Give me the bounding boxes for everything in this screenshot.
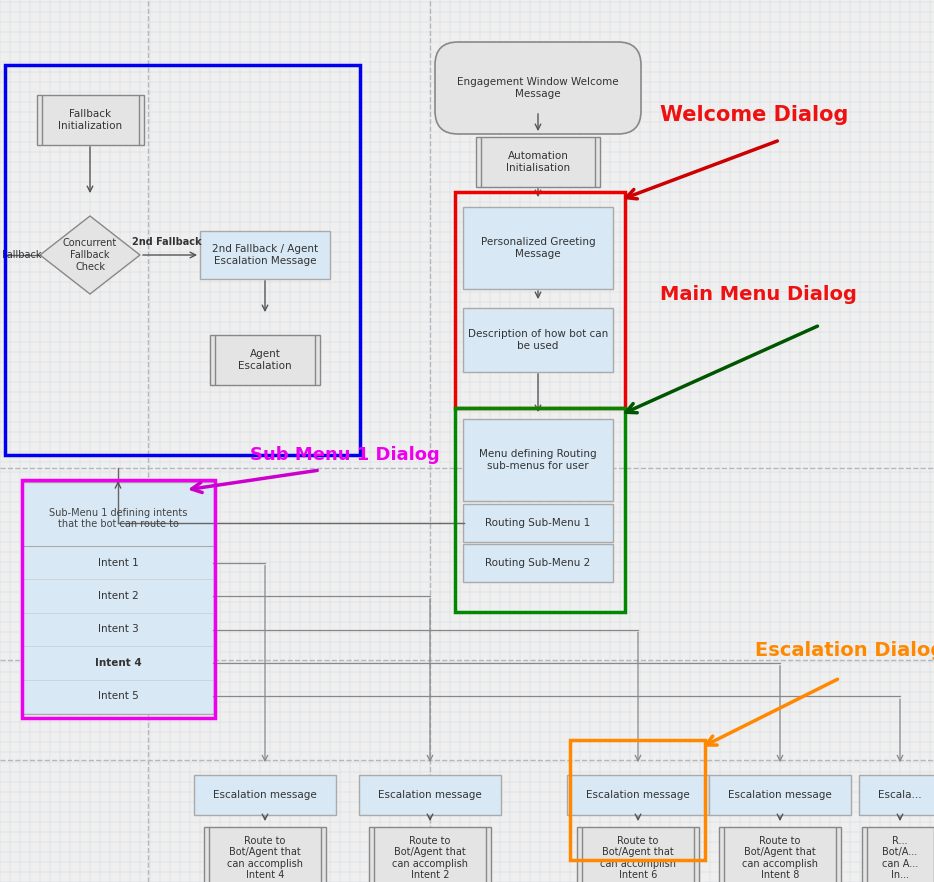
Text: Intent 3: Intent 3: [98, 624, 138, 634]
FancyBboxPatch shape: [210, 335, 320, 385]
FancyBboxPatch shape: [463, 544, 613, 582]
Text: Escalation message: Escalation message: [587, 790, 690, 800]
Text: Escala...: Escala...: [878, 790, 922, 800]
Text: Fallback
Initialization: Fallback Initialization: [58, 109, 122, 131]
Text: R...
Bot/A...
can A...
In...: R... Bot/A... can A... In...: [882, 835, 918, 880]
Text: Escalation message: Escalation message: [378, 790, 482, 800]
Text: Intent 2: Intent 2: [98, 591, 138, 602]
Text: Route to
Bot/Agent that
can accomplish
Intent 2: Route to Bot/Agent that can accomplish I…: [392, 835, 468, 880]
Text: Route to
Bot/Agent that
can accomplish
Intent 4: Route to Bot/Agent that can accomplish I…: [227, 835, 303, 880]
FancyBboxPatch shape: [36, 95, 144, 145]
FancyBboxPatch shape: [204, 827, 326, 882]
Text: Intent 5: Intent 5: [98, 691, 138, 701]
Bar: [455, 192, 625, 408]
Text: Escalation message: Escalation message: [729, 790, 832, 800]
FancyBboxPatch shape: [463, 504, 613, 542]
Bar: [22, 480, 215, 718]
FancyBboxPatch shape: [859, 775, 934, 815]
Text: Routing Sub-Menu 2: Routing Sub-Menu 2: [486, 558, 590, 568]
Text: Escalation Dialog: Escalation Dialog: [755, 640, 934, 660]
Text: Menu defining Routing
sub-menus for user: Menu defining Routing sub-menus for user: [479, 449, 597, 471]
Text: Route to
Bot/Agent that
can accomplish
Intent 8: Route to Bot/Agent that can accomplish I…: [742, 835, 818, 880]
Text: Main Menu Dialog: Main Menu Dialog: [660, 286, 856, 304]
FancyBboxPatch shape: [194, 775, 336, 815]
FancyBboxPatch shape: [359, 775, 501, 815]
FancyBboxPatch shape: [463, 207, 613, 289]
FancyBboxPatch shape: [567, 775, 709, 815]
Text: Routing Sub-Menu 1: Routing Sub-Menu 1: [486, 518, 590, 528]
Text: Engagement Window Welcome
Message: Engagement Window Welcome Message: [457, 78, 619, 99]
FancyBboxPatch shape: [463, 419, 613, 501]
FancyBboxPatch shape: [22, 482, 214, 714]
Text: Automation
Initialisation: Automation Initialisation: [506, 151, 570, 173]
Bar: [5, 65, 360, 455]
Text: 2nd Fallback: 2nd Fallback: [133, 237, 202, 247]
FancyBboxPatch shape: [476, 137, 600, 187]
FancyBboxPatch shape: [463, 308, 613, 372]
Text: Intent 1: Intent 1: [98, 557, 138, 568]
Text: Personalized Greeting
Message: Personalized Greeting Message: [481, 237, 595, 258]
Text: Concurrent
Fallback
Check: Concurrent Fallback Check: [63, 238, 117, 272]
FancyBboxPatch shape: [709, 775, 851, 815]
FancyBboxPatch shape: [577, 827, 699, 882]
Text: Escalation message: Escalation message: [213, 790, 317, 800]
FancyBboxPatch shape: [719, 827, 841, 882]
Text: Intent 4: Intent 4: [94, 658, 141, 668]
Text: Sub Menu 1 Dialog: Sub Menu 1 Dialog: [250, 446, 440, 464]
FancyBboxPatch shape: [200, 231, 330, 279]
Text: Fallback: Fallback: [2, 250, 42, 260]
Bar: [570, 740, 705, 860]
Text: Welcome Dialog: Welcome Dialog: [660, 105, 848, 125]
Text: Route to
Bot/Agent that
can accomplish
Intent 6: Route to Bot/Agent that can accomplish I…: [600, 835, 676, 880]
Text: Description of how bot can
be used: Description of how bot can be used: [468, 329, 608, 351]
FancyBboxPatch shape: [369, 827, 491, 882]
Bar: [455, 408, 625, 612]
FancyBboxPatch shape: [435, 42, 641, 134]
Polygon shape: [40, 216, 140, 294]
Text: Agent
Escalation: Agent Escalation: [238, 349, 291, 370]
Text: Sub-Menu 1 defining intents
that the bot can route to: Sub-Menu 1 defining intents that the bot…: [49, 508, 187, 529]
FancyBboxPatch shape: [861, 827, 934, 882]
Text: 2nd Fallback / Agent
Escalation Message: 2nd Fallback / Agent Escalation Message: [212, 244, 318, 265]
